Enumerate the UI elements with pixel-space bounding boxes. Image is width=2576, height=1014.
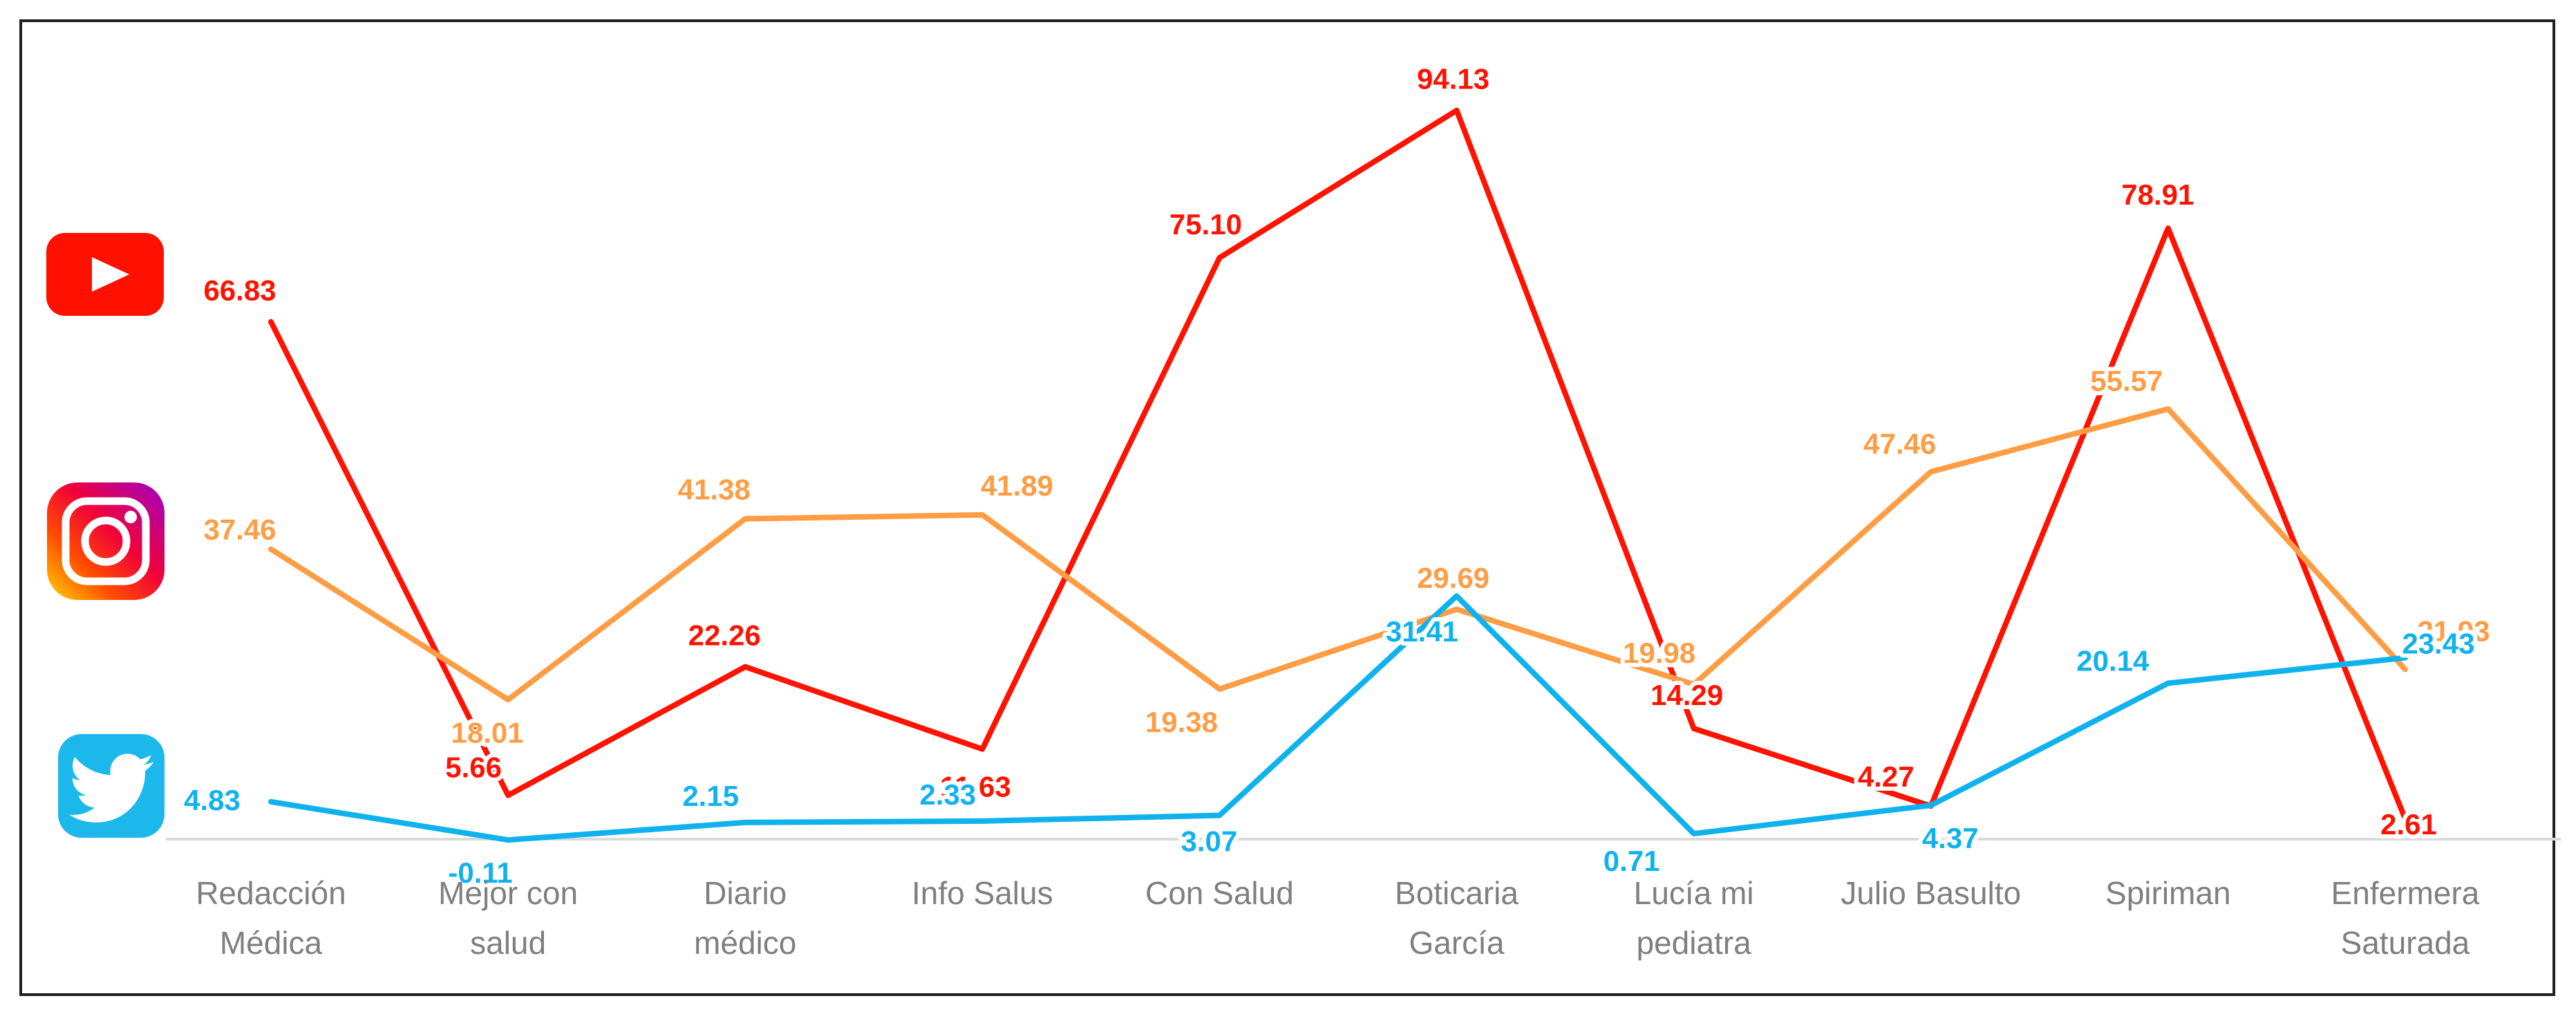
series-line-youtube (268, 107, 2408, 822)
value-label-instagram: 19.38 (1145, 706, 1218, 738)
value-label-twitter: 2.33 (919, 778, 976, 811)
value-label-youtube: 4.27 (1858, 760, 1915, 793)
value-label-twitter: 3.07 (1181, 825, 1238, 858)
value-label-twitter: 31.41 (1386, 615, 1458, 648)
value-label-twitter: 20.14 (2076, 644, 2150, 677)
category-label: Médica (220, 925, 323, 961)
instagram-icon (47, 482, 164, 600)
value-label-youtube: 78.91 (2121, 178, 2194, 211)
series-line-twitter (268, 593, 2408, 843)
value-label-youtube: 5.66 (445, 751, 502, 784)
category-label: médico (694, 925, 796, 961)
category-label: Julio Basulto (1841, 875, 2021, 911)
value-label-twitter: -0.11 (448, 856, 512, 889)
category-label: Con Salud (1145, 875, 1294, 911)
value-label-youtube: 75.10 (1169, 208, 1242, 241)
category-label: pediatra (1636, 925, 1751, 961)
value-label-youtube: 22.26 (688, 619, 761, 652)
value-label-instagram: 18.01 (451, 716, 524, 749)
value-label-instagram: 41.89 (981, 469, 1053, 502)
category-label: García (1409, 925, 1504, 961)
value-label-instagram: 41.38 (678, 473, 751, 506)
category-label: salud (470, 925, 546, 961)
youtube-icon (46, 232, 164, 317)
value-label-instagram: 47.46 (1863, 427, 1936, 460)
value-label-youtube: 14.29 (1651, 679, 1723, 711)
category-label: Mejor con (438, 875, 578, 911)
value-label-instagram: 21.93 (2417, 614, 2490, 647)
value-label-twitter: 4.37 (1922, 822, 1979, 854)
value-label-twitter: 4.83 (184, 784, 241, 816)
value-label-youtube: 2.61 (2380, 808, 2437, 841)
value-label-twitter: 23.43 (2402, 628, 2474, 660)
category-label: Enfermera (2331, 875, 2480, 911)
category-label: Diario (704, 875, 787, 911)
category-label: Redacción (196, 875, 346, 911)
category-label: Saturada (2341, 925, 2470, 961)
twitter-icon (58, 734, 164, 838)
value-label-instagram: 37.46 (203, 513, 276, 545)
series-line-instagram (268, 406, 2408, 703)
category-label: Info Salus (912, 875, 1053, 911)
value-label-instagram: 29.69 (1417, 561, 1489, 594)
value-label-instagram: 55.57 (2090, 365, 2163, 397)
value-label-youtube: 66.83 (203, 274, 276, 307)
value-label-twitter: 0.71 (1604, 845, 1660, 877)
category-label: Spiriman (2105, 875, 2231, 911)
category-label: Boticaria (1395, 875, 1519, 911)
category-label: Lucía mi (1634, 875, 1754, 911)
value-label-instagram: 19.98 (1623, 637, 1695, 669)
value-label-twitter: 2.15 (682, 780, 739, 812)
value-label-youtube: 11.63 (940, 771, 1011, 803)
value-label-youtube: 94.13 (1417, 63, 1489, 95)
